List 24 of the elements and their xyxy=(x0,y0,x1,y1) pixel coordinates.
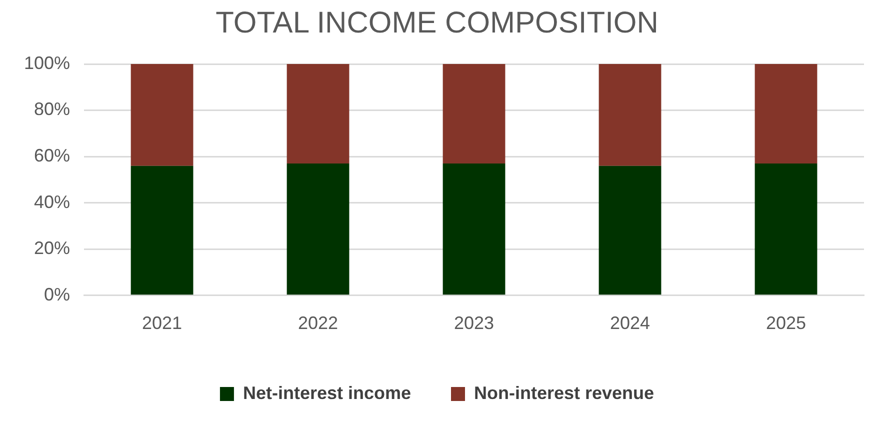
bar xyxy=(442,64,506,164)
bar xyxy=(754,64,818,164)
bar xyxy=(598,166,662,295)
y-tick-label: 20% xyxy=(34,238,70,258)
bar xyxy=(442,164,506,295)
chart-title: TOTAL INCOME COMPOSITION xyxy=(216,6,658,40)
legend-label: Net-interest income xyxy=(242,382,412,403)
y-tick-label: 0% xyxy=(44,284,70,304)
y-tick-label: 80% xyxy=(34,99,70,120)
x-tick-label: 2022 xyxy=(298,313,338,334)
bar xyxy=(130,166,194,295)
bar xyxy=(598,64,662,166)
x-tick-label: 2021 xyxy=(142,313,182,334)
bar xyxy=(754,164,818,295)
x-tick-label: 2023 xyxy=(454,313,494,334)
y-tick-label: 60% xyxy=(34,146,70,166)
y-tick-label: 40% xyxy=(34,192,70,212)
x-tick-label: 2025 xyxy=(766,313,806,334)
bar xyxy=(286,164,350,295)
x-tick-label: 2024 xyxy=(610,313,650,334)
bar xyxy=(130,64,194,166)
legend-label: Non-interest revenue xyxy=(474,382,654,403)
bar xyxy=(286,64,350,164)
y-tick-label: 100% xyxy=(24,52,70,73)
